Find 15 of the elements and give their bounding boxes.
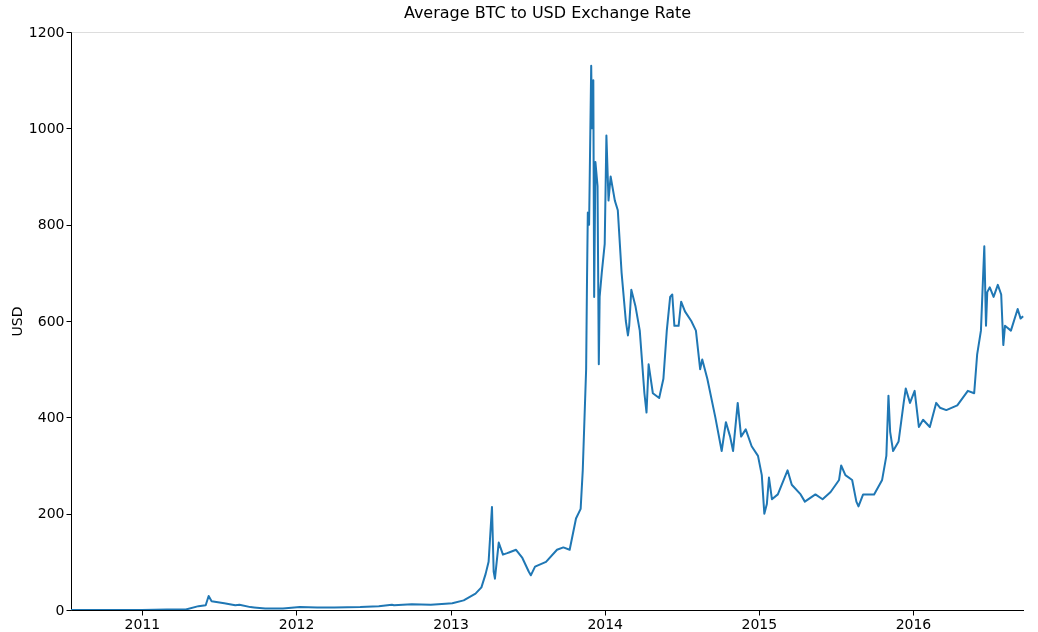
x-tick-label: 2016 [895, 615, 932, 632]
x-tick-label: 2011 [124, 615, 161, 632]
x-tick-label: 2012 [278, 615, 315, 632]
chart-title: Average BTC to USD Exchange Rate [403, 3, 692, 22]
y-tick-label: 1000 [28, 119, 65, 136]
y-tick-label: 800 [37, 216, 65, 233]
y-tick-label: 200 [37, 505, 65, 522]
y-tick-label: 600 [37, 312, 65, 329]
y-tick-label: 400 [37, 408, 65, 425]
x-tick-label: 2014 [587, 615, 624, 632]
y-tick-label: 0 [55, 601, 65, 618]
y-axis-title: USD [8, 306, 25, 337]
x-tick-label: 2013 [433, 615, 469, 632]
x-tick-label: 2015 [741, 615, 778, 632]
y-tick-label: 1200 [28, 23, 65, 40]
